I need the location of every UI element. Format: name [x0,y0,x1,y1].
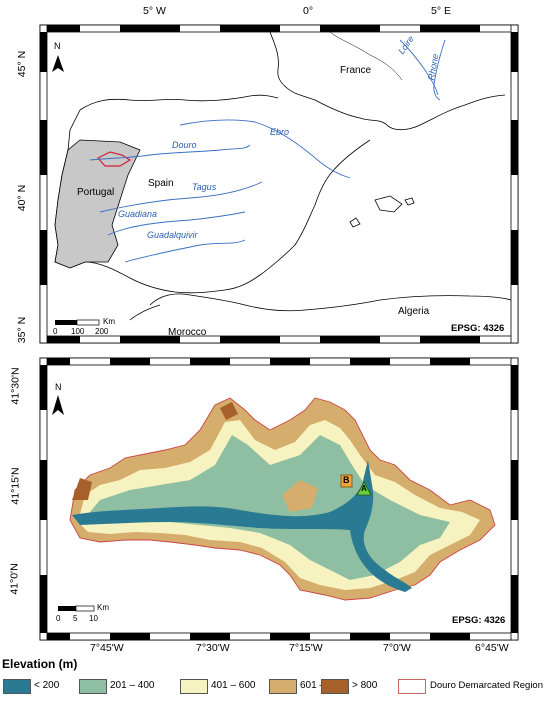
lon-label-7-15: 7°15'W [289,642,323,654]
north-arrow-bottom [52,395,64,415]
legend-label-201-400: 201 – 400 [110,680,155,691]
lon-label-0: 0° [303,5,314,17]
scale-tick-0-top: 0 [53,327,58,336]
scale-unit-bottom: Km [97,603,109,612]
legend: Elevation (m) < 200 201 – 400 401 – 600 … [0,655,550,701]
top-map: 5° W 0° 5° E 45° N 40° N 35° N France Sp… [0,0,550,350]
bottom-frame-border [39,357,519,641]
north-arrow-top [52,55,64,72]
marker-label-b: B [343,475,350,485]
top-frame-border [39,24,519,344]
bottom-map-canvas [39,357,519,641]
lat-label-41-0: 41°0'N [8,563,21,595]
country-label-morocco: Morocco [168,327,207,338]
legend-title: Elevation (m) [2,657,78,671]
lon-label-5w: 5° W [143,5,166,17]
lon-label-7-30: 7°30'W [196,642,230,654]
legend-swatch-601-800-b [269,679,297,694]
legend-label-lt200: < 200 [34,680,60,691]
scale-unit-top: Km [103,317,115,326]
river-label-douro: Douro [172,140,197,150]
legend-swatch-lt200 [3,679,31,694]
top-map-canvas [39,24,519,344]
rivers [89,39,446,263]
scale-bar-top [55,319,100,326]
country-label-portugal: Portugal [77,187,115,198]
scale-tick-0-bottom: 0 [56,614,61,623]
river-label-guadalquivir: Guadalquivir [147,230,198,240]
marker-a [356,481,372,496]
lat-label-41-15: 41°15'N [9,467,22,505]
scale-tick-200-top: 200 [95,327,109,336]
elevation-map [69,397,496,601]
lon-label-7-0: 7°0'W [383,642,411,654]
legend-swatch-region [398,679,426,694]
epsg-label-bottom: EPSG: 4326 [452,615,506,626]
douro-region-outline [97,151,132,167]
marker-label-a: A [361,484,367,493]
legend-swatch-gt800-b [321,679,349,694]
river-label-ebro: Ebro [270,127,290,137]
epsg-label-top: EPSG: 4326 [451,323,505,334]
legend-label-401-600: 401 – 600 [211,680,256,691]
legend-swatch-201-400 [79,679,107,694]
country-label-spain: Spain [148,178,174,189]
legend-swatch-401-600 [180,679,208,694]
river-label-tagus: Tagus [192,182,217,192]
lat-label-40n: 40° N [16,184,29,212]
lon-label-5e: 5° E [431,5,451,17]
lon-label-6-45: 6°45'W [475,642,509,654]
scale-bar-bottom [58,605,95,612]
north-label-top: N [54,41,61,51]
portugal-shape [54,139,141,269]
bottom-map: B A 41°30'N 41°15'N 41°0'N N Km 0 5 10 E… [0,350,550,654]
country-label-algeria: Algeria [398,306,430,317]
river-label-guadiana: Guadiana [118,209,158,219]
marker-b [340,474,353,488]
scale-tick-5-bottom: 5 [73,614,78,623]
country-label-france: France [340,65,372,76]
legend-label-region: Douro Demarcated Region [430,680,544,691]
legend-label-gt800: > 800 [352,680,378,691]
lat-label-35n: 35° N [16,316,29,344]
lon-label-7-45: 7°45'W [90,642,124,654]
north-label-bottom: N [55,382,62,392]
scale-tick-100-top: 100 [71,327,85,336]
lat-label-41-30: 41°30'N [9,367,22,405]
lat-label-45n: 45° N [16,50,29,78]
scale-tick-10-bottom: 10 [89,614,98,623]
